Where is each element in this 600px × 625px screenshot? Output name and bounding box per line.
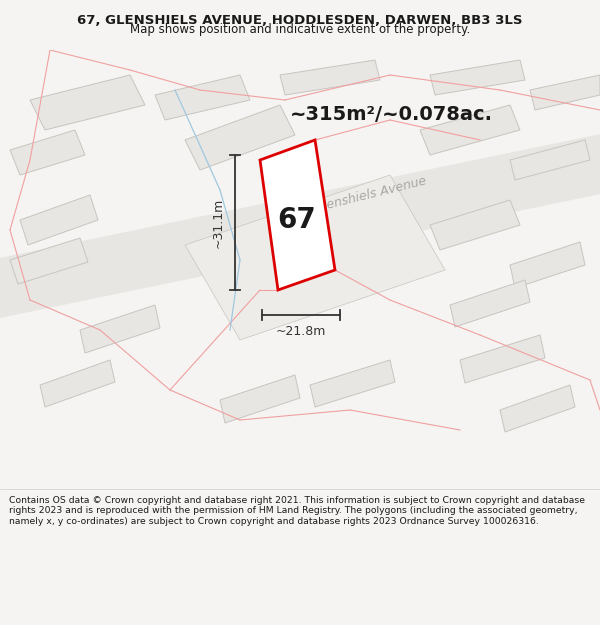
- Text: 67: 67: [278, 206, 316, 234]
- Text: ~315m²/~0.078ac.: ~315m²/~0.078ac.: [290, 106, 493, 124]
- Text: Glenshiels Avenue: Glenshiels Avenue: [313, 175, 428, 215]
- Polygon shape: [185, 175, 445, 340]
- Polygon shape: [220, 375, 300, 423]
- Polygon shape: [80, 305, 160, 353]
- Polygon shape: [30, 75, 145, 130]
- Polygon shape: [260, 140, 335, 290]
- Polygon shape: [280, 60, 380, 95]
- Polygon shape: [460, 335, 545, 383]
- Polygon shape: [40, 360, 115, 407]
- Polygon shape: [10, 238, 88, 284]
- Polygon shape: [420, 105, 520, 155]
- Text: 67, GLENSHIELS AVENUE, HODDLESDEN, DARWEN, BB3 3LS: 67, GLENSHIELS AVENUE, HODDLESDEN, DARWE…: [77, 14, 523, 27]
- Polygon shape: [185, 105, 295, 170]
- Polygon shape: [430, 200, 520, 250]
- Text: Contains OS data © Crown copyright and database right 2021. This information is : Contains OS data © Crown copyright and d…: [9, 496, 585, 526]
- Polygon shape: [510, 140, 590, 180]
- Polygon shape: [10, 130, 85, 175]
- Polygon shape: [0, 130, 600, 320]
- Polygon shape: [500, 385, 575, 432]
- Polygon shape: [20, 195, 98, 245]
- Polygon shape: [450, 280, 530, 327]
- Polygon shape: [430, 60, 525, 95]
- Text: Map shows position and indicative extent of the property.: Map shows position and indicative extent…: [130, 23, 470, 36]
- Text: ~21.8m: ~21.8m: [276, 325, 326, 338]
- Polygon shape: [310, 360, 395, 407]
- Polygon shape: [155, 75, 250, 120]
- Polygon shape: [530, 75, 600, 110]
- Text: ~31.1m: ~31.1m: [212, 198, 225, 248]
- Polygon shape: [510, 242, 585, 288]
